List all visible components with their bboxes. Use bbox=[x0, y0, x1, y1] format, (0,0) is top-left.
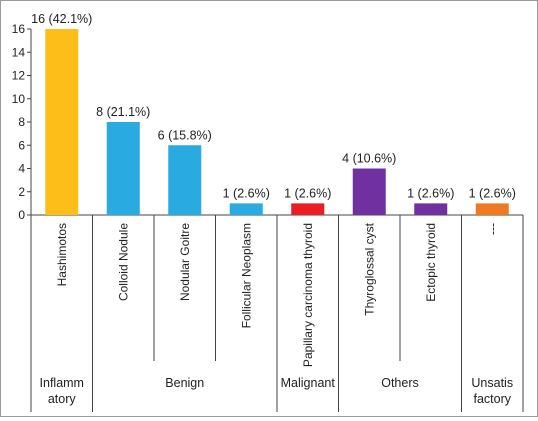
bar bbox=[106, 122, 140, 215]
group-label: Inflamm bbox=[40, 376, 84, 390]
y-tick-label: 0 bbox=[18, 208, 25, 222]
data-label: 1 (2.6%) bbox=[407, 186, 454, 200]
y-tick-label: 2 bbox=[18, 185, 25, 199]
group-label: Malignant bbox=[281, 376, 336, 390]
y-tick-label: 10 bbox=[12, 92, 26, 106]
group-label: Others bbox=[381, 376, 419, 390]
bar bbox=[291, 203, 325, 215]
data-label: 1 (2.6%) bbox=[284, 186, 331, 200]
y-tick-label: 4 bbox=[18, 162, 25, 176]
group-label: Benign bbox=[165, 376, 204, 390]
group-label: Unsatis bbox=[471, 376, 513, 390]
category-label: --- bbox=[485, 223, 499, 235]
bar bbox=[414, 203, 448, 215]
chart-bars bbox=[45, 29, 509, 215]
category-label: Nodular Goitre bbox=[178, 223, 192, 301]
category-label: Follicular Neoplasm bbox=[239, 223, 253, 328]
category-label: Ectopic thyroid bbox=[424, 223, 438, 302]
bar bbox=[168, 145, 202, 215]
chart-data-labels: 16 (42.1%) 8 (21.1%) 6 (15.8%) 1 (2.6%) 1 (2… bbox=[31, 12, 516, 200]
bar bbox=[229, 203, 263, 215]
y-tick-label: 16 bbox=[12, 22, 26, 36]
bar bbox=[352, 168, 386, 215]
y-tick-label: 8 bbox=[18, 115, 25, 129]
chart-group-labels: Inflamm atory Benign Malignant Others Unsatis… bbox=[30, 361, 524, 412]
chart-axes: 0 2 4 6 8 10 12 14 16 bbox=[12, 22, 524, 361]
group-label: atory bbox=[48, 392, 77, 406]
y-tick-label: 12 bbox=[12, 69, 26, 83]
y-tick-label: 6 bbox=[18, 138, 25, 152]
data-label: 8 (21.1%) bbox=[96, 105, 150, 119]
y-tick-label: 14 bbox=[12, 45, 26, 59]
group-label: factory bbox=[473, 392, 511, 406]
data-label: 1 (2.6%) bbox=[469, 186, 516, 200]
bar bbox=[45, 29, 79, 215]
chart-category-labels: Hashimotos Colloid Nodule Nodular Goitre Fo… bbox=[55, 222, 500, 367]
bar bbox=[475, 203, 509, 215]
category-label: Papillary carcinoma thyroid bbox=[301, 223, 315, 367]
data-label: 4 (10.6%) bbox=[342, 152, 396, 166]
data-label: 16 (42.1%) bbox=[31, 12, 92, 26]
category-label: Hashimotos bbox=[55, 223, 69, 286]
data-label: 6 (15.8%) bbox=[158, 128, 212, 142]
data-label: 1 (2.6%) bbox=[223, 186, 270, 200]
category-label: Colloid Nodule bbox=[116, 223, 130, 301]
category-label: Thyroglossal cyst bbox=[362, 222, 376, 315]
